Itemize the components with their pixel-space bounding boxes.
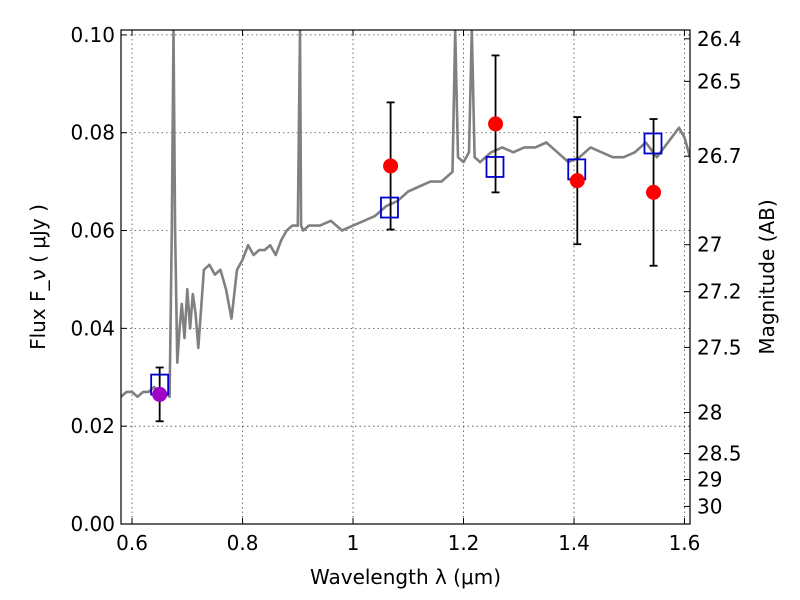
grid-lines — [121, 30, 690, 525]
observed-point — [646, 184, 662, 200]
axis-ticks: 0.6 0.8 1 1.2 1.4 1.6 0.00 0.02 0.04 0.06 0.08 0.10… — [70, 23, 741, 555]
mag-tick-label: 26.7 — [697, 144, 742, 168]
x-tick-label: 0.8 — [227, 531, 259, 555]
observed-point — [383, 158, 399, 174]
y-tick-label: 0.02 — [70, 414, 115, 438]
observed-point — [569, 173, 585, 189]
x-tick-label: 1.6 — [669, 531, 701, 555]
y2-axis-label: Magnitude (AB) — [755, 199, 779, 354]
x-tick-label: 0.6 — [116, 531, 148, 555]
plot-area — [121, 30, 690, 423]
mag-tick-label: 26.4 — [697, 27, 742, 51]
model-photometry-square — [380, 196, 399, 219]
mag-tick-label: 28 — [697, 400, 722, 424]
mag-tick-label: 27.2 — [697, 280, 742, 304]
x-tick-label: 1 — [347, 531, 360, 555]
x-tick-label: 1.2 — [448, 531, 480, 555]
observed-point — [152, 386, 168, 402]
mag-tick-label: 28.5 — [697, 442, 742, 466]
mag-tick-label: 29 — [697, 467, 722, 491]
y-tick-label: 0.08 — [70, 121, 115, 145]
y-tick-label: 0.10 — [70, 23, 115, 47]
mag-tick-label: 27 — [697, 233, 722, 257]
mag-tick-label: 27.5 — [697, 335, 742, 359]
model-photometry-square — [643, 132, 663, 155]
model-spectrum-line — [121, 30, 690, 399]
observed-point — [488, 116, 504, 132]
plot-frame — [120, 29, 691, 525]
y-tick-label: 0.06 — [70, 219, 115, 243]
y-tick-label: 0.00 — [70, 512, 115, 536]
mag-tick-label: 26.5 — [697, 69, 742, 93]
mag-tick-label: 30 — [697, 494, 722, 518]
y-tick-label: 0.04 — [70, 316, 115, 340]
y-axis-label: Flux F_ν ( μJy ) — [26, 204, 50, 350]
x-tick-label: 1.4 — [558, 531, 590, 555]
model-photometry-square — [485, 156, 505, 178]
x-axis-label: Wavelength λ (μm) — [310, 565, 501, 589]
